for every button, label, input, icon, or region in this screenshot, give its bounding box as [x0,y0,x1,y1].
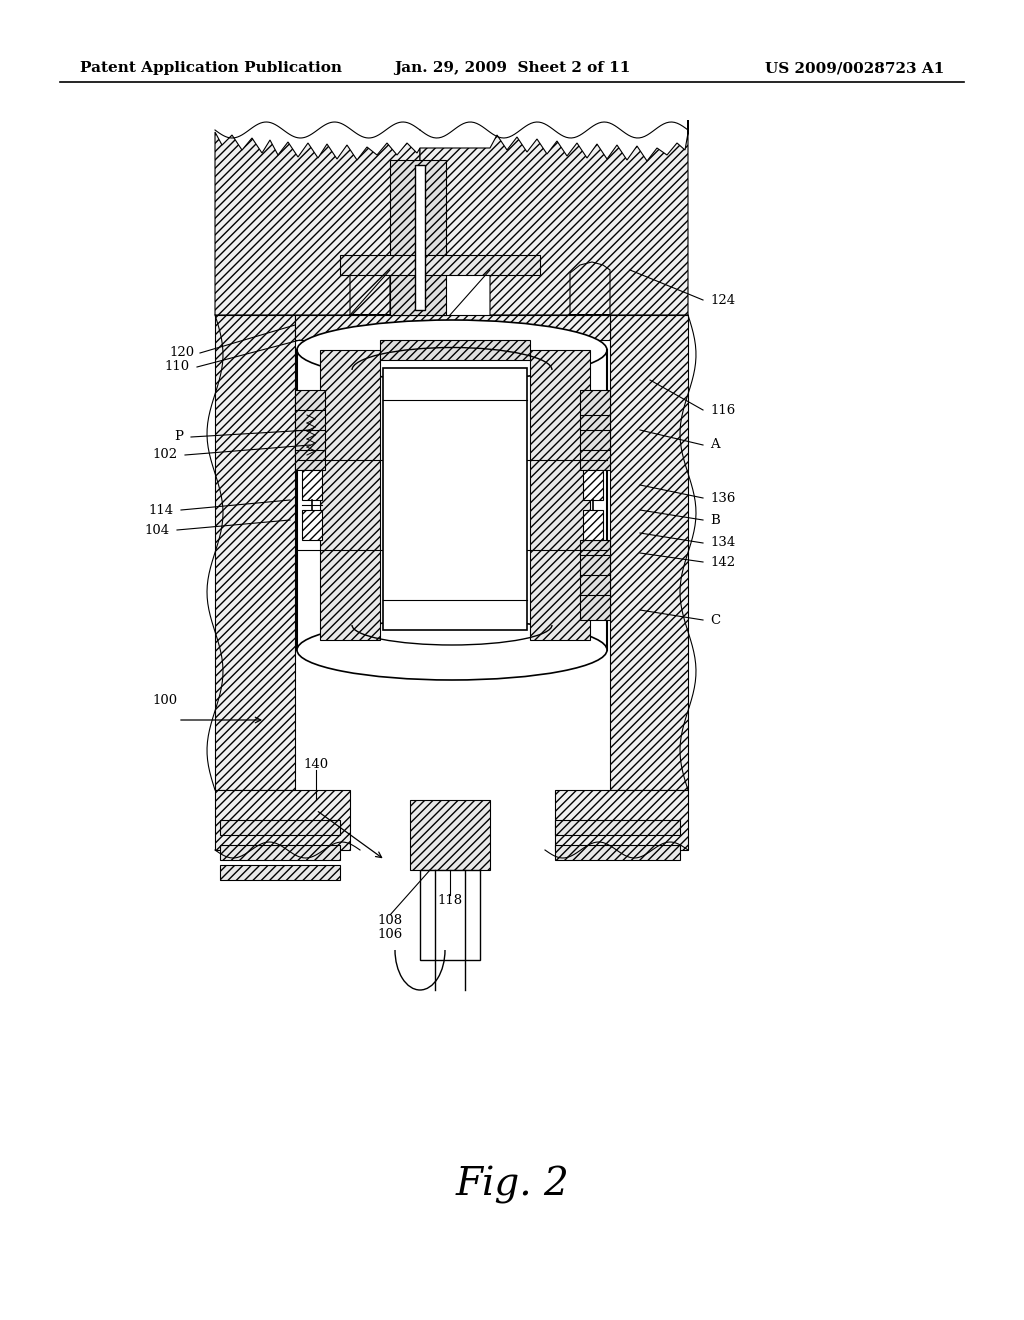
Polygon shape [420,870,480,960]
Polygon shape [555,845,680,861]
Polygon shape [302,470,322,500]
Polygon shape [583,510,603,540]
Polygon shape [215,132,420,315]
Polygon shape [340,255,540,275]
Polygon shape [415,165,425,310]
Polygon shape [215,789,350,850]
Text: 100: 100 [153,693,178,706]
Polygon shape [383,368,527,630]
Polygon shape [295,315,610,341]
Text: 116: 116 [710,404,735,417]
Polygon shape [390,160,446,315]
Text: Fig. 2: Fig. 2 [455,1166,569,1204]
Text: 102: 102 [153,449,178,462]
Text: 136: 136 [710,491,735,504]
Polygon shape [580,389,610,470]
Text: 134: 134 [710,536,735,549]
Polygon shape [220,820,340,836]
Text: Jan. 29, 2009  Sheet 2 of 11: Jan. 29, 2009 Sheet 2 of 11 [394,61,630,75]
Polygon shape [530,350,590,640]
Polygon shape [555,820,680,836]
Text: 106: 106 [378,928,402,941]
Text: 118: 118 [437,894,463,907]
Polygon shape [319,350,380,640]
Polygon shape [220,865,340,880]
Polygon shape [220,845,340,861]
Text: Patent Application Publication: Patent Application Publication [80,61,342,75]
Text: 108: 108 [378,913,402,927]
Polygon shape [580,540,610,620]
Polygon shape [555,789,688,850]
Text: 114: 114 [148,503,174,516]
Text: US 2009/0028723 A1: US 2009/0028723 A1 [765,61,944,75]
Polygon shape [295,389,325,470]
Polygon shape [302,510,322,540]
Text: 110: 110 [165,360,190,374]
Polygon shape [410,800,490,870]
Text: C: C [710,614,720,627]
Polygon shape [420,120,688,315]
Ellipse shape [297,319,607,380]
Text: P: P [174,430,183,444]
Polygon shape [583,470,603,500]
Text: 124: 124 [710,293,735,306]
Text: B: B [710,513,720,527]
Polygon shape [610,315,688,789]
Text: 142: 142 [710,556,735,569]
Ellipse shape [297,620,607,680]
Text: 120: 120 [170,346,195,359]
Text: A: A [710,438,720,451]
Text: 104: 104 [144,524,170,536]
Polygon shape [380,341,530,360]
Polygon shape [215,315,295,789]
Text: 140: 140 [303,759,329,771]
